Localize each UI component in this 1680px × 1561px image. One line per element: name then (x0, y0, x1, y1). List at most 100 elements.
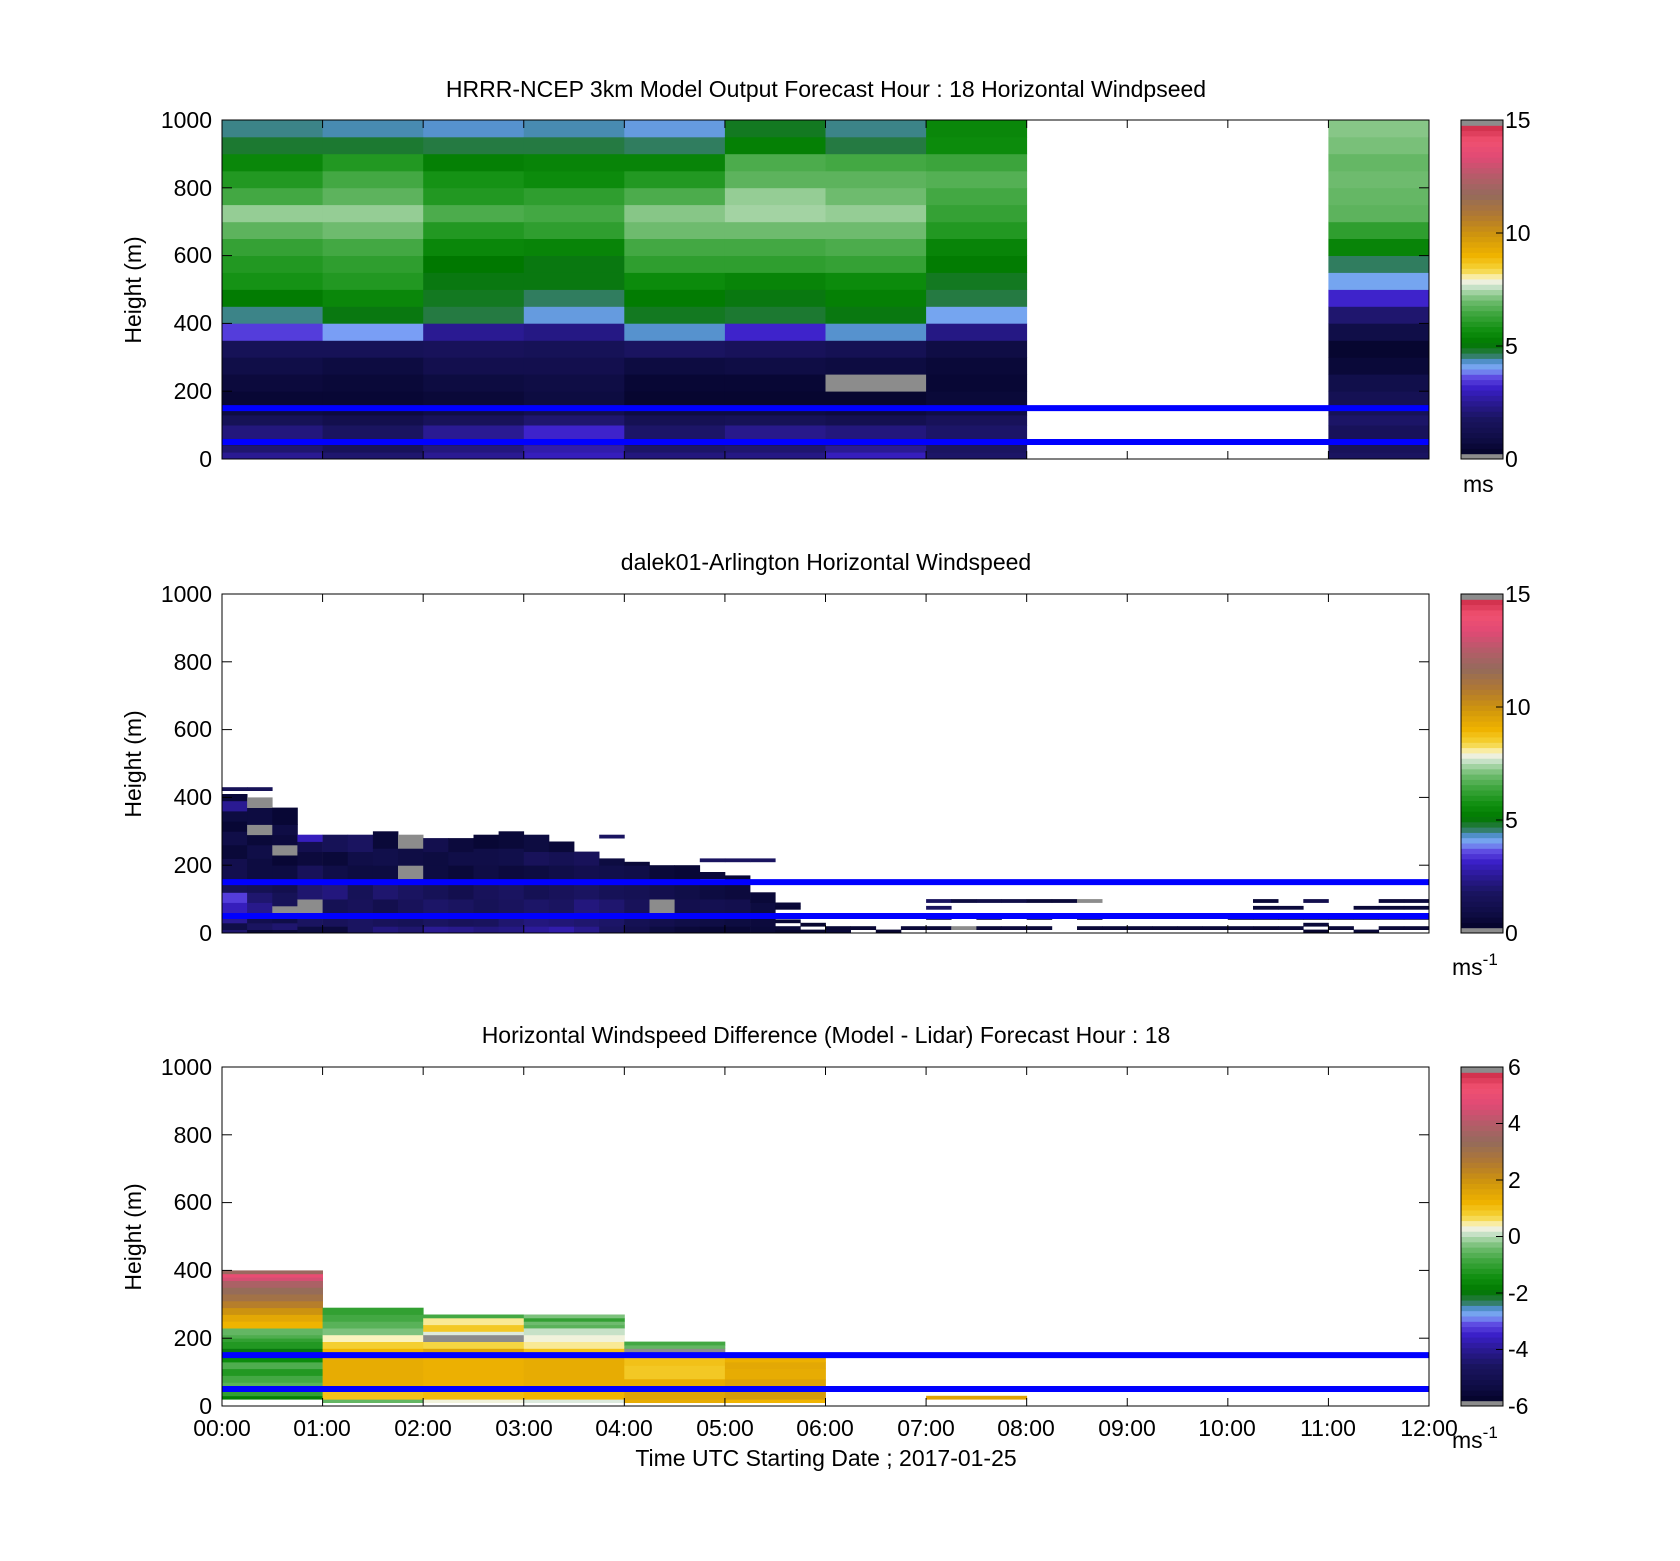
colorbar-segment (1461, 120, 1503, 126)
colorbar-segment (1461, 400, 1503, 407)
colorbar-segment (1461, 1310, 1503, 1317)
colorbar-segment (1461, 1321, 1503, 1328)
data-cell (448, 838, 474, 853)
colorbar-segment (1461, 1194, 1503, 1200)
data-cell (649, 926, 675, 934)
data-cell (322, 1321, 424, 1329)
data-cell (1353, 905, 1380, 910)
data-cell (926, 136, 1028, 155)
colorbar-segment (1461, 194, 1503, 200)
colorbar-segment (1461, 594, 1503, 600)
data-cell (297, 834, 323, 842)
colorbar-segment (1461, 353, 1503, 359)
data-cell (624, 414, 726, 426)
colorbar-segment (1461, 673, 1503, 680)
data-cell (523, 1389, 625, 1400)
colorbar-segment (1461, 146, 1503, 153)
data-cell (926, 926, 952, 930)
data-cell (624, 272, 726, 290)
data-cell (574, 899, 600, 914)
data-cell (247, 902, 273, 914)
data-cell (498, 926, 525, 934)
data-cell (523, 1317, 625, 1322)
data-cell (322, 323, 424, 341)
colorbar-segment (1461, 379, 1503, 386)
y-tick-label: 1000 (161, 581, 212, 607)
x-tick-label: 12:00 (1400, 1415, 1458, 1441)
data-cell (724, 221, 826, 239)
colorbar-segment (1461, 1342, 1503, 1349)
colorbar-segment (1461, 1130, 1503, 1137)
colorbar-segment (1461, 811, 1503, 817)
data-cell (926, 899, 952, 903)
colorbar-segment (1461, 300, 1503, 306)
panel-model-ticks (221, 119, 1430, 460)
data-cell (825, 414, 927, 426)
colorbar-segment (1461, 758, 1503, 764)
data-cell (926, 452, 1028, 460)
data-cell (222, 844, 248, 859)
colorbar-segment (1461, 321, 1503, 328)
data-cell (624, 1365, 726, 1380)
x-axis-label: Time UTC Starting Date ; 2017-01-25 (635, 1445, 1016, 1471)
data-cell (423, 1331, 525, 1336)
data-cell (222, 452, 323, 460)
data-cell (724, 187, 826, 206)
data-cell (599, 865, 625, 880)
data-cell (1328, 204, 1430, 223)
data-cell (724, 255, 826, 273)
colorbar-segment (1461, 917, 1503, 923)
colorbar-segment (1461, 437, 1503, 444)
data-cell (222, 831, 248, 846)
data-cell (523, 425, 625, 440)
colorbar-segment (1461, 236, 1503, 243)
data-cell (272, 807, 298, 825)
colorbar-segment (1461, 1337, 1503, 1343)
panel-model: HRRR-NCEP 3km Model Output Forecast Hour… (120, 76, 1531, 497)
colorbar-segment (1461, 151, 1503, 158)
data-cell (825, 926, 851, 930)
data-cell (724, 1368, 826, 1380)
data-cell (322, 306, 424, 324)
data-cell (222, 1389, 323, 1397)
data-cell (222, 425, 323, 440)
data-cell (423, 1334, 525, 1342)
x-tick-label: 07:00 (897, 1415, 955, 1441)
colorbar-segment (1461, 694, 1503, 701)
y-tick-label: 0 (199, 1393, 212, 1419)
colorbar-segment (1461, 443, 1503, 449)
colorbar-segment (1461, 278, 1503, 285)
data-cell (423, 391, 525, 406)
data-cell (222, 357, 323, 375)
colorbar-segment (1461, 1125, 1503, 1132)
data-cell (423, 1389, 525, 1400)
data-cell (1328, 445, 1430, 453)
data-cell (523, 289, 625, 307)
colorbar-segment (1461, 1104, 1503, 1110)
data-cell (825, 340, 927, 358)
panel-model-colorbar-labels: 0 5 10 15 ms (1463, 107, 1531, 497)
data-cell (222, 340, 323, 358)
colorbar-segment (1461, 1247, 1503, 1253)
colorbar-segment (1461, 427, 1503, 433)
data-cell (222, 1294, 323, 1302)
colorbar-segment (1461, 411, 1503, 418)
colorbar-segment (1461, 816, 1503, 823)
data-cell (750, 926, 776, 934)
data-cell (498, 865, 525, 880)
data-cell (699, 899, 726, 914)
data-cell (423, 255, 525, 273)
colorbar-segment (1461, 167, 1503, 174)
data-cell (624, 221, 726, 239)
data-cell (523, 255, 625, 273)
panel-model-y-tick-labels: 0 200 400 600 800 1000 (161, 107, 212, 472)
colorbar-segment (1461, 199, 1503, 206)
data-cell (699, 872, 726, 880)
data-cell (699, 858, 726, 863)
data-cell (1328, 272, 1430, 290)
data-cell (372, 926, 399, 934)
data-cell (448, 926, 474, 934)
colorbar-segment (1461, 374, 1503, 381)
data-cell (322, 834, 349, 852)
colorbar-segment (1461, 641, 1503, 648)
